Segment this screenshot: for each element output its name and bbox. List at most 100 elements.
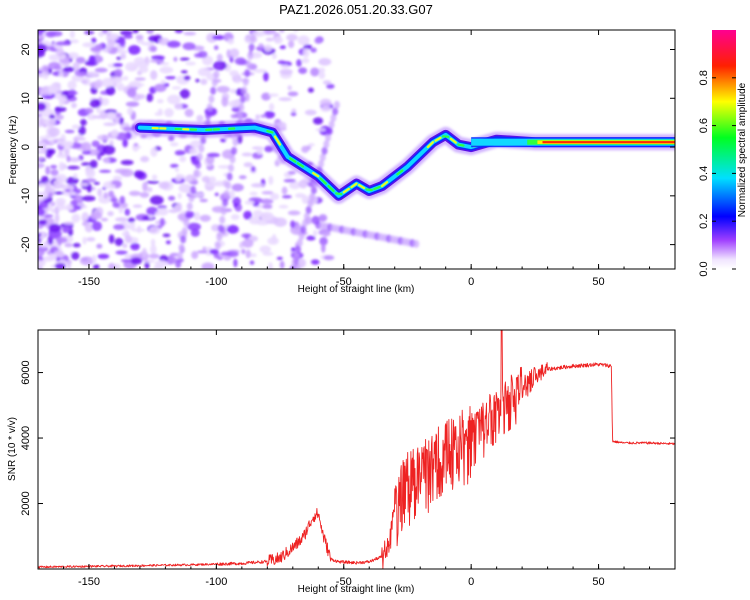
- spectrogram-noise-blob: [180, 70, 188, 74]
- spectrogram-noise-blob: [315, 128, 326, 132]
- spectrogram-noise-blob: [249, 260, 255, 265]
- spectrogram-noise-blob: [287, 170, 296, 175]
- spectrogram-noise-blob: [290, 247, 296, 252]
- snr-x-tick-label: -100: [205, 576, 227, 588]
- spectrogram-noise-blob: [174, 30, 184, 34]
- spectrogram-ridge: [131, 119, 675, 204]
- spectrogram-noise-blob: [159, 66, 174, 74]
- spectrogram-noise-blob: [150, 238, 156, 247]
- spectrogram-noise-blob: [153, 83, 167, 93]
- spectrogram-noise-blob: [140, 156, 150, 163]
- spectrogram-noise-blob: [197, 50, 208, 59]
- spectrogram-noise-blob: [307, 87, 314, 93]
- spectrogram-noise-blob: [42, 118, 56, 126]
- spectrogram-noise-blob: [100, 217, 109, 222]
- spectrogram-noise-blob: [150, 70, 158, 80]
- spectrogram-noise-blob: [111, 78, 123, 84]
- spectrogram-noise-blob: [301, 194, 309, 204]
- spectrogram-noise-blob: [200, 78, 208, 85]
- spectrogram-noise-blob: [264, 30, 277, 35]
- spectrogram-noise-blob: [38, 162, 45, 169]
- spec-y-tick-label: 10: [20, 92, 32, 104]
- spectrogram-noise-blob: [201, 176, 211, 183]
- spectrogram-noise-blob: [108, 33, 120, 38]
- spectrogram-noise-blob: [146, 187, 153, 193]
- spectrogram-noise-blob: [264, 110, 275, 119]
- spectrogram-noise-blob: [132, 30, 139, 34]
- spectrogram-noise-blob: [94, 67, 108, 73]
- spectrogram-noise-blob: [64, 129, 75, 134]
- spectrogram-noise-blob: [287, 85, 292, 91]
- spectrogram-streak-blob: [309, 192, 316, 201]
- spectrogram-noise-blob: [256, 146, 263, 155]
- spectrogram-streak-blob: [330, 113, 337, 122]
- spectrogram-noise-blob: [235, 80, 241, 84]
- spectrogram-noise-blob: [230, 214, 240, 221]
- spectrogram-streak-blob: [326, 127, 333, 136]
- spectrogram-noise-blob: [318, 57, 332, 66]
- spectrogram-noise-blob: [72, 242, 81, 248]
- spectrogram-noise-blob: [113, 224, 125, 230]
- spectrogram-noise-blob: [171, 86, 182, 90]
- spectrogram-noise-blob: [115, 250, 128, 255]
- spectrogram-streak-blob: [303, 212, 310, 221]
- spectrogram-noise-blob: [85, 71, 99, 77]
- spectrogram-noise-blob: [217, 165, 231, 169]
- spectrogram-streak-blob: [196, 152, 203, 161]
- snr-x-label: Height of straight line (km): [298, 584, 415, 595]
- spectrogram-noise-blob: [58, 54, 66, 60]
- spectrogram-streak-blob: [214, 241, 221, 250]
- spectrogram-noise-blob: [45, 45, 53, 50]
- ridge-peak-segment: [312, 171, 320, 178]
- spectrogram-streak-blob: [210, 86, 217, 95]
- spectrogram-noise-blob: [50, 164, 58, 169]
- spectrogram-streak-blob: [213, 250, 220, 259]
- spectrogram-noise-blob: [85, 178, 97, 183]
- spectrogram-noise-blob: [223, 256, 232, 261]
- spectrogram-noise-blob: [86, 183, 93, 193]
- spectrogram-noise-blob: [297, 35, 310, 46]
- spectrogram-noise-blob: [54, 213, 60, 224]
- spectrogram-noise-blob: [96, 243, 103, 249]
- spectrogram-streak-blob: [220, 207, 227, 216]
- spectrogram-noise-blob: [131, 83, 145, 87]
- spectrogram-noise-blob: [67, 80, 77, 90]
- spectrogram-noise-blob: [89, 99, 101, 108]
- spectrogram-noise-blob: [108, 198, 119, 202]
- spectrogram-noise-blob: [79, 256, 94, 266]
- spectrogram-noise-blob: [273, 36, 283, 44]
- spectrogram-noise-blob: [176, 202, 182, 212]
- spectrogram-streak-blob: [302, 219, 309, 228]
- spectrogram-noise-blob: [264, 145, 274, 153]
- spectrogram-noise-blob: [301, 58, 310, 64]
- spectrogram-noise-blob: [213, 45, 219, 51]
- spectrogram-noise-blob: [221, 96, 229, 107]
- snr-x-tick-label: -150: [78, 576, 100, 588]
- spectrogram-noise-blob: [317, 67, 326, 73]
- spec-y-tick-label: -10: [20, 188, 32, 204]
- spectrogram-noise-blob: [115, 132, 129, 141]
- spectrogram-noise-blob: [323, 255, 335, 261]
- spectrogram-noise-blob: [88, 55, 96, 66]
- snr-x-tick-label: 50: [592, 576, 604, 588]
- spectrogram-noise-blob: [228, 100, 243, 108]
- spectrogram-noise-blob: [113, 263, 121, 269]
- spectrogram-streak-blob: [190, 185, 197, 194]
- spectrogram-noise-blob: [179, 57, 190, 61]
- spectrogram-noise-blob: [174, 102, 183, 110]
- spectrogram-streak-blob: [195, 161, 202, 170]
- spectrogram-streak-blob: [188, 194, 195, 203]
- spectrogram-noise-blob: [39, 234, 45, 241]
- spectrogram-noise-blob: [283, 178, 296, 183]
- spectrogram-noise-blob: [63, 66, 75, 73]
- spectrogram-noise-blob: [52, 138, 65, 143]
- spectrogram-noise-blob: [290, 111, 297, 117]
- spectrogram-noise-blob: [241, 248, 246, 255]
- spectrogram-noise-blob: [80, 205, 88, 209]
- spectrogram-noise-blob: [71, 213, 81, 223]
- spectrogram-noise-blob: [116, 56, 122, 61]
- spectrogram-noise-blob: [103, 122, 117, 126]
- spectrogram-noise-blob: [297, 258, 306, 268]
- spectrogram-streak-blob: [216, 53, 223, 62]
